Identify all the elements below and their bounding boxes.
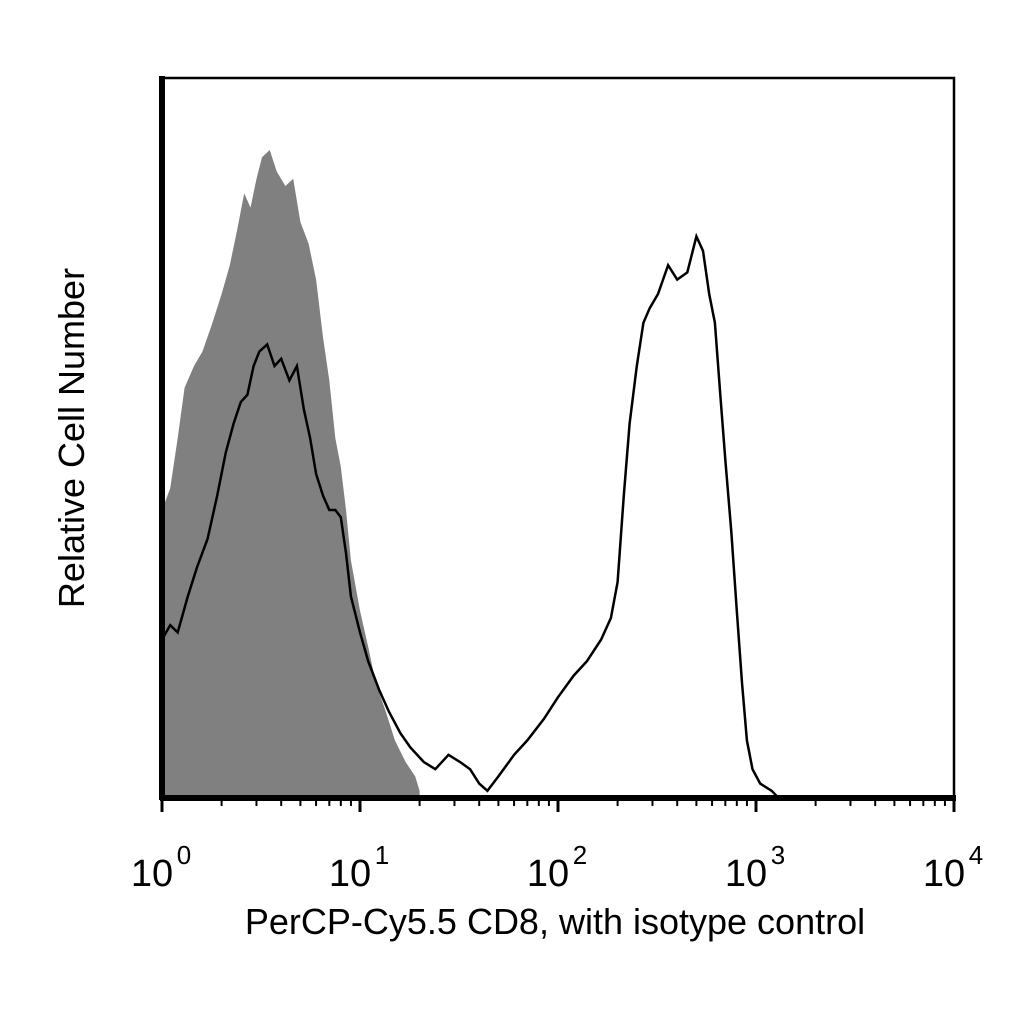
x-axis-title: PerCP-Cy5.5 CD8, with isotype control [245,901,865,942]
x-tick-exponent: 0 [177,840,191,870]
y-axis-title: Relative Cell Number [51,268,92,608]
x-axis-tick-labels: 10 0 10 1 10 2 10 3 10 4 [131,840,983,895]
cd8-stained-histogram [160,232,780,799]
x-tick-exponent: 1 [375,840,389,870]
x-tick-label: 10 [725,853,767,895]
x-tick-label: 10 [329,853,371,895]
x-axis-ticks [160,798,956,812]
x-tick-label: 10 [527,853,569,895]
x-tick-label: 10 [923,853,965,895]
x-tick-label: 10 [131,853,173,895]
x-tick-exponent: 4 [969,840,983,870]
isotype-control-histogram [162,150,420,798]
x-tick-exponent: 3 [771,840,785,870]
x-tick-exponent: 2 [573,840,587,870]
